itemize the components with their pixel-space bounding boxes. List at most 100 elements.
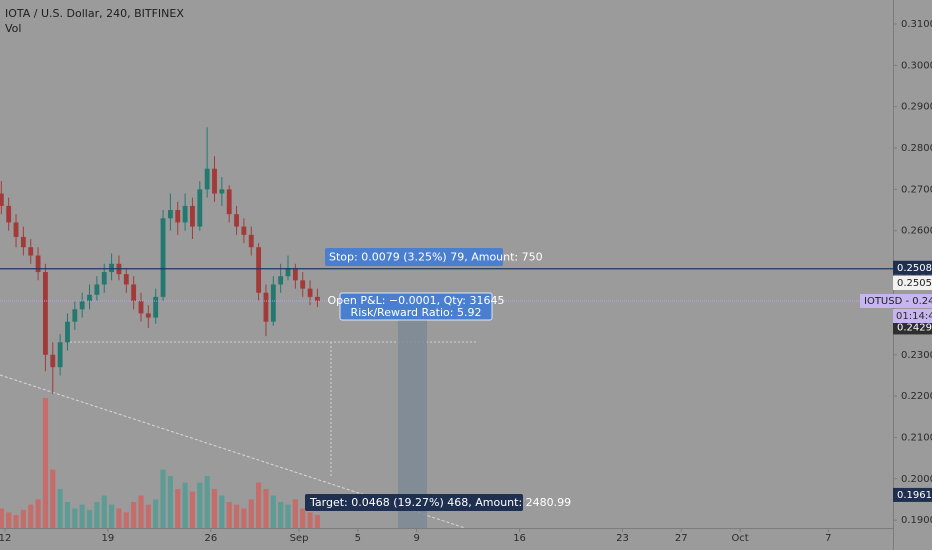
volume-bar <box>72 508 78 528</box>
volume-bar <box>20 509 26 528</box>
volume-bar <box>145 504 151 528</box>
volume-bar <box>0 508 4 528</box>
volume-bar <box>226 502 232 528</box>
volume-bar <box>175 489 181 528</box>
candle-body <box>72 309 78 322</box>
stop-label: Stop: 0.0079 (3.25%) 79, Amount: 750 <box>329 251 543 264</box>
x-tick-label: 5 <box>355 533 361 544</box>
volume-bar <box>35 499 41 528</box>
candle-body <box>204 168 210 190</box>
volume-bar <box>233 504 240 528</box>
candle-body <box>43 272 48 355</box>
volume-bar <box>189 491 196 528</box>
volume-bar <box>79 504 85 528</box>
volume-bar <box>263 489 269 528</box>
volume-bar <box>270 495 276 528</box>
volume-bar <box>219 495 225 528</box>
position-zone <box>398 301 427 528</box>
volume-label: Vol <box>5 22 21 35</box>
candle-body <box>131 284 137 302</box>
candle-body <box>123 274 129 285</box>
stop-box <box>325 248 503 266</box>
volume-bar <box>160 469 166 528</box>
candle-body <box>79 301 85 310</box>
x-tick-label: 12 <box>0 533 11 544</box>
target-label: Target: 0.0468 (19.27%) 468, Amount: 248… <box>309 496 571 509</box>
volume-bar <box>153 499 159 528</box>
volume-bar <box>204 476 210 528</box>
x-tick-label: 27 <box>675 533 688 544</box>
candle-body <box>145 313 151 318</box>
volume-bar <box>285 504 291 528</box>
candle-body <box>65 321 70 343</box>
volume-bar <box>138 495 144 528</box>
volume-bar <box>131 502 137 528</box>
candle-body <box>314 296 320 302</box>
volume-bar <box>57 489 63 528</box>
volume-bar <box>116 508 122 528</box>
x-tick-label: 9 <box>413 533 419 544</box>
volume-bar <box>241 508 247 528</box>
candle-body <box>87 294 92 302</box>
target-box <box>305 494 523 511</box>
candle-body <box>300 280 306 289</box>
candle-body <box>263 292 269 322</box>
symbol-title: IOTA / U.S. Dollar, 240, BITFINEX <box>5 7 184 20</box>
candle-body <box>160 218 166 297</box>
countdown-box <box>893 309 932 324</box>
candle-body <box>241 226 247 235</box>
candle-body <box>6 205 12 223</box>
candle-body <box>0 193 4 206</box>
volume-bar <box>28 504 34 528</box>
candle-body <box>219 189 225 194</box>
price-label-box <box>860 294 932 309</box>
volume-bar <box>13 515 19 528</box>
pnl-label: Risk/Reward Ratio: 5.92 <box>351 306 482 319</box>
countdown: 01:14:45 <box>896 311 932 322</box>
candle-body <box>57 342 63 368</box>
candle-body <box>248 234 254 248</box>
volume-bar <box>256 482 262 528</box>
candle-body <box>167 210 173 219</box>
price-label: 0.1961 <box>897 490 932 501</box>
candle-body <box>292 267 298 281</box>
volume-bar <box>123 512 129 528</box>
volume-bar <box>292 499 298 528</box>
x-tick-label: 26 <box>204 533 217 544</box>
volume-bar <box>109 504 115 528</box>
candle-body <box>256 247 262 293</box>
volume-bar <box>64 502 71 528</box>
candle-body <box>94 284 100 295</box>
x-tick-label: 16 <box>513 533 526 544</box>
candle-body <box>101 272 107 285</box>
price-label-box <box>893 260 932 275</box>
pnl-label: Open P&L: −0.0001, Qty: 31645 <box>328 294 505 307</box>
volume-bar <box>50 469 56 528</box>
volume-bar <box>278 502 284 528</box>
volume-bar <box>101 495 107 528</box>
y-tick-label: 0.3100 <box>901 19 932 30</box>
volume-bar <box>248 499 254 528</box>
volume-bar <box>42 398 49 528</box>
price-label-box <box>893 275 932 290</box>
volume-bar <box>307 512 313 528</box>
candle-body <box>138 301 144 314</box>
candle-body <box>35 255 41 273</box>
candle-body <box>234 214 239 227</box>
candle-body <box>50 354 56 368</box>
volume-bar <box>314 515 320 528</box>
volume-bar <box>94 502 100 528</box>
candle-body <box>270 284 276 322</box>
price-label: 0.2508 <box>897 263 932 274</box>
x-tick-label: 7 <box>825 533 831 544</box>
candle-body <box>278 276 284 285</box>
